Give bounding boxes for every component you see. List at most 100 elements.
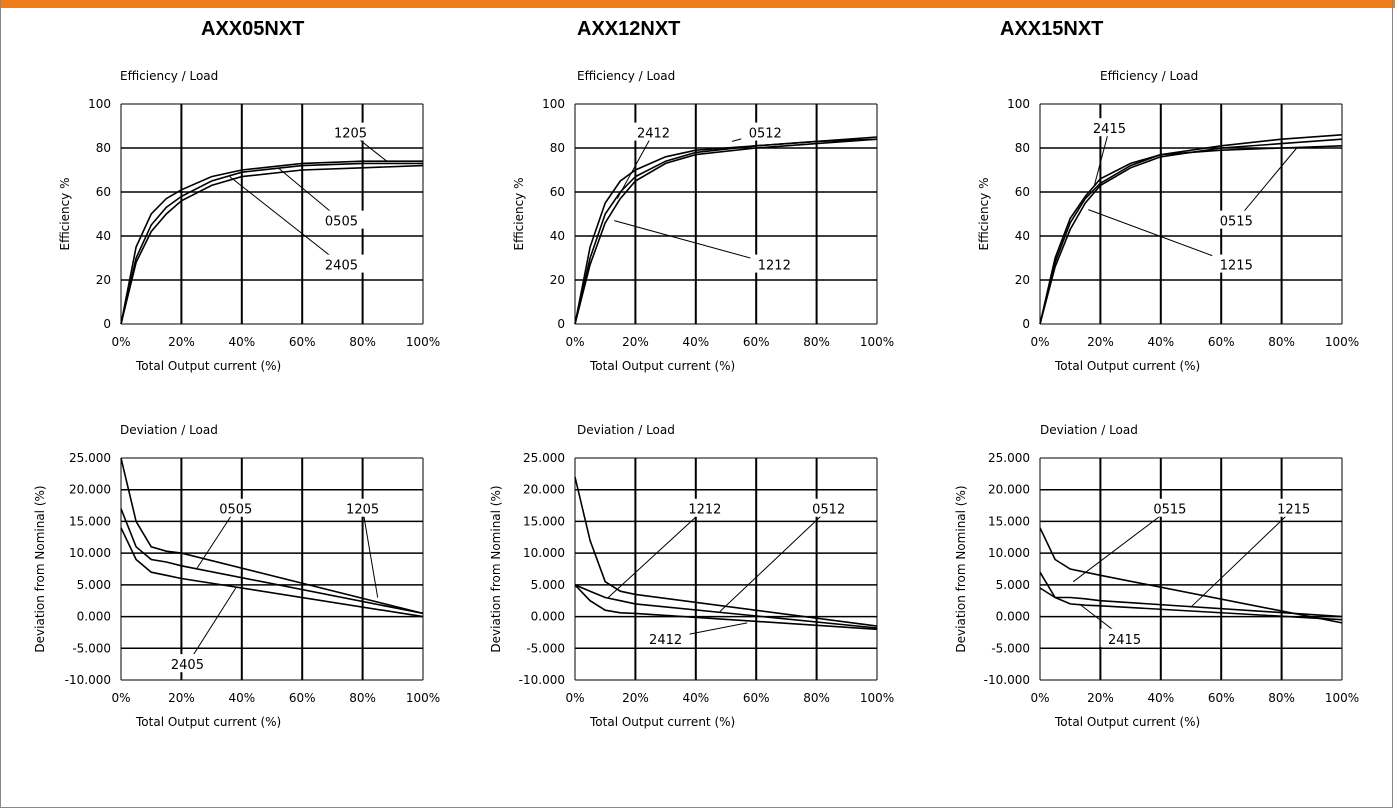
y-tick-label: 20.000	[523, 483, 565, 497]
x-tick-label: 0%	[565, 335, 584, 349]
y-axis-label: Deviation from Nominal (%)	[33, 485, 47, 652]
callout-bg	[629, 122, 678, 141]
callout-bg	[680, 498, 729, 517]
callout-bg	[326, 122, 375, 141]
x-tick-label: 20%	[1087, 335, 1114, 349]
x-tick-label: 0%	[1030, 691, 1049, 705]
y-tick-label: 60	[550, 185, 565, 199]
series-line-1212	[574, 138, 878, 325]
y-tick-label: 20	[1015, 273, 1030, 287]
x-tick-label: 0%	[111, 691, 130, 705]
y-tick-label: 15.000	[69, 514, 111, 528]
series-line-1205	[120, 457, 424, 615]
x-tick-label: 20%	[622, 691, 649, 705]
x-tick-label: 80%	[803, 335, 830, 349]
y-tick-label: 0.000	[996, 610, 1030, 624]
y-tick-label: 25.000	[69, 451, 111, 465]
callout-bg	[1145, 498, 1194, 517]
x-tick-label: 80%	[1268, 335, 1295, 349]
y-tick-label: -5.000	[526, 641, 565, 655]
x-tick-label: 0%	[111, 335, 130, 349]
x-tick-label: 40%	[1147, 691, 1174, 705]
callout-label-0505: 0505	[325, 215, 358, 230]
y-tick-label: 0	[103, 317, 111, 331]
callout-bg	[741, 122, 790, 141]
y-tick-label: 0.000	[531, 610, 565, 624]
series-line-2412	[574, 136, 878, 325]
y-axis-label: Efficiency %	[512, 177, 526, 250]
x-tick-label: 100%	[1325, 691, 1359, 705]
x-axis-label: Total Output current (%)	[1054, 715, 1200, 729]
y-tick-label: 10.000	[988, 546, 1030, 560]
callout-leader	[1072, 508, 1171, 583]
y-tick-label: -10.000	[519, 673, 565, 687]
series-line-0505	[120, 508, 424, 615]
series-line-2415	[1039, 134, 1343, 325]
series-line-1212	[574, 476, 878, 627]
x-tick-label: 60%	[743, 335, 770, 349]
series-line-2415	[1039, 587, 1343, 618]
callout-label-2415: 2415	[1108, 633, 1141, 648]
y-tick-label: 25.000	[523, 451, 565, 465]
callout-leader	[229, 176, 342, 265]
chart-eff-05: Efficiency / Load 0% 20% 40% 60% 80% 100% 0 20 40…	[58, 69, 440, 373]
callout-leader	[1235, 147, 1298, 221]
y-tick-label: 40	[1015, 229, 1030, 243]
x-tick-label: 40%	[228, 335, 255, 349]
y-tick-label: 80	[550, 141, 565, 155]
model-title-axx05nxt: AXX05NXT	[201, 18, 305, 40]
y-tick-label: 10.000	[523, 546, 565, 560]
callout-label-0515: 0515	[1220, 215, 1253, 230]
x-tick-label: 40%	[682, 691, 709, 705]
x-tick-label: 100%	[406, 691, 440, 705]
callout-bg	[211, 498, 260, 517]
series-line-2405	[120, 527, 424, 618]
callout-label-0505: 0505	[219, 503, 252, 518]
y-tick-label: 5.000	[996, 578, 1030, 592]
x-tick-label: 100%	[860, 335, 894, 349]
x-axis-label: Total Output current (%)	[1054, 359, 1200, 373]
y-axis-label: Efficiency %	[977, 177, 991, 250]
y-tick-label: 20.000	[988, 483, 1030, 497]
x-tick-label: 60%	[289, 691, 316, 705]
callout-leader	[616, 132, 654, 199]
callout-leader	[1088, 209, 1237, 266]
y-tick-label: 0	[1022, 317, 1030, 331]
callout-leader	[362, 508, 379, 598]
callout-leader	[187, 587, 237, 665]
x-tick-label: 80%	[1268, 691, 1295, 705]
y-tick-label: 40	[96, 229, 111, 243]
callout-leader	[607, 508, 706, 598]
callout-bg	[1212, 210, 1261, 229]
y-tick-label: 40	[550, 229, 565, 243]
y-tick-label: 100	[88, 97, 111, 111]
y-tick-label: 60	[1015, 185, 1030, 199]
model-title-axx12nxt: AXX12NXT	[577, 18, 681, 40]
y-tick-label: 20.000	[69, 483, 111, 497]
x-tick-label: 60%	[743, 691, 770, 705]
x-tick-label: 100%	[1325, 335, 1359, 349]
y-tick-label: -10.000	[65, 673, 111, 687]
callout-bg	[317, 210, 366, 229]
chart-title: Efficiency / Load	[1100, 69, 1198, 83]
x-tick-label: 20%	[168, 335, 195, 349]
y-tick-label: 100	[542, 97, 565, 111]
y-tick-label: 5.000	[531, 578, 565, 592]
callout-label-0515: 0515	[1153, 503, 1186, 518]
series-line-1205	[120, 160, 423, 325]
chart-title: Deviation / Load	[120, 423, 218, 437]
y-tick-label: 0	[557, 317, 565, 331]
callout-label-0512: 0512	[749, 127, 782, 142]
y-tick-label: 80	[1015, 141, 1030, 155]
x-tick-label: 80%	[349, 691, 376, 705]
x-axis-label: Total Output current (%)	[589, 359, 735, 373]
y-axis-label: Deviation from Nominal (%)	[489, 485, 503, 652]
y-tick-label: 60	[96, 185, 111, 199]
x-axis-label: Total Output current (%)	[589, 715, 735, 729]
callout-bg	[1269, 498, 1318, 517]
chart-eff-15: Efficiency / Load 0% 20% 40% 60% 80% 100% 0 20 40…	[977, 69, 1359, 373]
chart-title: Deviation / Load	[577, 423, 675, 437]
callout-label-1205: 1205	[334, 127, 367, 142]
